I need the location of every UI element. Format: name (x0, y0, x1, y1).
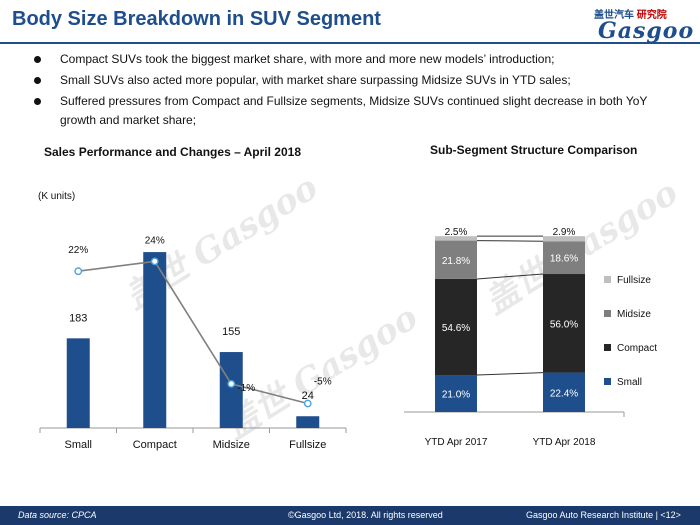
x-tick-label: Small (64, 439, 92, 451)
stack-segment-compact (435, 278, 477, 376)
stack-segment-midsize (435, 240, 477, 279)
bullet-item: Compact SUVs took the biggest market sha… (30, 50, 670, 69)
bar-midsize (219, 352, 243, 428)
bar-value-label: 24 (302, 390, 314, 402)
x-tick-label: Midsize (213, 439, 250, 451)
legend-label: Small (617, 377, 642, 388)
growth-label: 24% (145, 235, 165, 246)
right-chart-heading: Sub-Segment Structure Comparison (430, 143, 638, 157)
segment-label: 21.0% (442, 390, 470, 401)
growth-line (78, 260, 308, 405)
segment-label: 21.8% (442, 256, 470, 267)
legend-label: Fullsize (617, 275, 651, 286)
stack-segment-fullsize (435, 236, 477, 241)
connector-line (476, 240, 544, 242)
segment-label: 22.4% (550, 388, 578, 399)
connector-line (476, 273, 544, 280)
growth-marker (150, 257, 159, 266)
logo-word: Gasgoo (598, 18, 695, 44)
legend-swatch-compact (604, 344, 611, 351)
legend-swatch-small (604, 378, 611, 385)
title-divider (0, 42, 700, 44)
growth-label: -5% (314, 377, 332, 388)
x-tick-label: Compact (133, 439, 177, 451)
x-tick-label: YTD Apr 2018 (533, 437, 596, 448)
legend-swatch-midsize (604, 310, 611, 317)
left-chart-heading: Sales Performance and Changes – April 20… (44, 145, 301, 159)
stack-segment-compact (543, 274, 585, 373)
footer: Data source: CPCA ©Gasgoo Ltd, 2018. All… (0, 506, 700, 525)
logo-top-text: 盖世汽车 研究院 (594, 6, 667, 21)
page-title: Body Size Breakdown in SUV Segment (12, 8, 381, 30)
footer-institute: Gasgoo Auto Research Institute | <12> (526, 510, 681, 520)
logo-cn-text: 盖世汽车 (594, 10, 634, 21)
stack-segment-small (435, 375, 477, 412)
bar-value-label: 155 (222, 326, 240, 338)
segment-label: 2.9% (553, 227, 576, 238)
bullet-item: Small SUVs also acted more popular, with… (30, 71, 670, 90)
stack-segment-fullsize (543, 236, 585, 242)
y-unit-label: (K units) (38, 191, 75, 202)
segment-label: 2.5% (445, 227, 468, 238)
growth-marker (227, 379, 236, 388)
bar-small (66, 338, 90, 428)
growth-label: 22% (68, 245, 88, 256)
bar-fullsize (296, 416, 320, 428)
segment-label: 18.6% (550, 254, 578, 265)
x-tick-label: Fullsize (289, 439, 326, 451)
bar-compact (143, 252, 167, 428)
growth-label: -1% (237, 383, 255, 394)
footer-source: Data source: CPCA (18, 510, 97, 520)
legend-label: Midsize (617, 309, 651, 320)
connector-line (476, 372, 544, 376)
logo-cn-text-2: 研究院 (636, 10, 667, 21)
growth-marker (74, 267, 83, 276)
gasgoo-logo: 盖世汽车 研究院 Gasgoo (588, 6, 693, 44)
segment-label: 54.6% (442, 323, 470, 334)
stack-segment-midsize (543, 241, 585, 275)
stack-segment-small (543, 372, 585, 412)
bullet-item: Suffered pressures from Compact and Full… (30, 92, 670, 130)
legend-swatch-fullsize (604, 276, 611, 283)
footer-copyright: ©Gasgoo Ltd, 2018. All rights reserved (288, 510, 443, 520)
x-tick-label: YTD Apr 2017 (425, 437, 488, 448)
growth-marker (303, 399, 312, 408)
bullet-list: Compact SUVs took the biggest market sha… (30, 50, 670, 132)
bar-value-label: 183 (69, 312, 87, 324)
legend-label: Compact (617, 343, 657, 354)
segment-label: 56.0% (550, 319, 578, 330)
